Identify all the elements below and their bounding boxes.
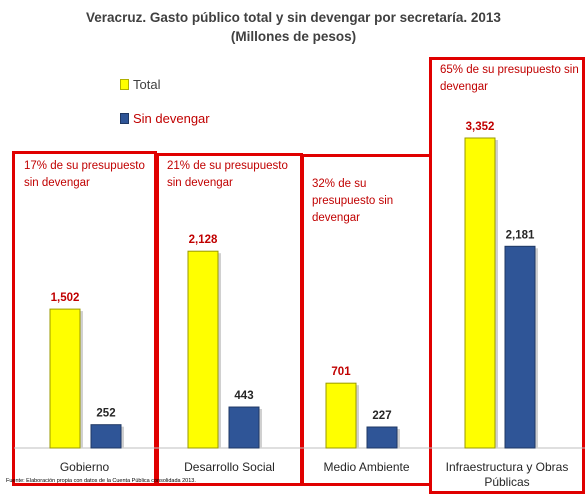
legend-label-total: Total [133,77,161,92]
legend-item-total: Total [120,77,160,92]
legend-swatch-total [120,79,129,90]
bar-sin-devengar-desarrollo-social [228,406,260,449]
value-label-sin-devengar-infraestructura: 2,181 [506,229,535,241]
bar-total-medio-ambiente [325,382,357,449]
annotation-medio-ambiente: 32% de su presupuesto sin devengar [312,178,394,224]
category-label-medio-ambiente: Medio Ambiente [323,460,410,474]
legend-item-sin-devengar: Sin devengar [120,111,210,126]
value-label-total-desarrollo-social: 2,128 [189,234,218,246]
bar-sin-devengar-medio-ambiente [366,426,398,449]
annotation-gobierno: 17% de su presupuesto sin devengar [24,160,145,189]
value-label-sin-devengar-medio-ambiente: 227 [372,410,391,422]
bar-total-infraestructura [464,137,496,449]
bar-total-desarrollo-social [187,250,219,449]
legend-swatch-sin-devengar [120,113,129,124]
value-label-total-infraestructura: 3,352 [466,121,495,133]
annotation-desarrollo-social: 21% de su presupuesto sin devengar [167,160,288,189]
frame-infraestructura [429,57,585,494]
chart-title: Veracruz. Gasto público total y sin deve… [86,10,501,25]
bar-sin-devengar-gobierno [90,424,122,449]
value-label-total-gobierno: 1,502 [51,292,80,304]
source-note: Fuente: Elaboración propia con datos de … [6,478,196,484]
category-label-desarrollo-social: Desarrollo Social [184,460,275,474]
value-label-sin-devengar-desarrollo-social: 443 [234,390,253,402]
bar-total-gobierno [49,308,81,449]
legend-label-sin-devengar: Sin devengar [133,111,210,126]
chart-subtitle: (Millones de pesos) [230,29,357,44]
category-label-infraestructura: Infraestructura y Obras Públicas [445,460,569,489]
annotation-infraestructura: 65% de su presupuesto sin devengar [440,64,579,93]
bar-sin-devengar-infraestructura [504,245,536,449]
value-label-sin-devengar-gobierno: 252 [96,408,115,420]
value-label-total-medio-ambiente: 701 [331,366,351,378]
frame-gobierno [12,151,157,486]
category-label-gobierno: Gobierno [59,460,110,474]
